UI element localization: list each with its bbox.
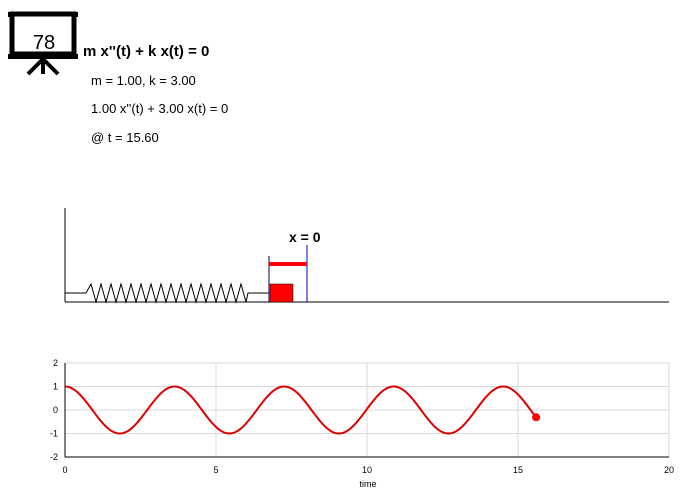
equilibrium-label: x = 0 (289, 229, 321, 245)
displacement-curve (64, 385, 537, 435)
y-tick-label: 0 (53, 405, 58, 415)
x-tick-label: 10 (362, 465, 372, 475)
badge: 78 (8, 10, 78, 76)
badge-number: 78 (32, 32, 56, 54)
y-tick-label: 2 (53, 358, 58, 368)
substituted-equation: 1.00 x''(t) + 3.00 x(t) = 0 (91, 101, 229, 116)
x-tick-label: 0 (62, 465, 67, 475)
current-point-marker (532, 413, 541, 422)
equation-title: m x''(t) + k x(t) = 0 (83, 43, 210, 60)
time-label: @ t = 15.60 (91, 130, 159, 145)
y-tick-label: 1 (53, 382, 58, 392)
presentation-board-icon (8, 11, 78, 76)
x-tick-label: 20 (664, 465, 674, 475)
x-tick-label: 15 (513, 465, 523, 475)
x-tick-label: 5 (213, 465, 218, 475)
y-tick-label: -2 (50, 452, 58, 462)
mass-block (269, 283, 294, 303)
params-line: m = 1.00, k = 3.00 (91, 73, 196, 88)
x-axis-label: time (359, 479, 376, 489)
spring-coil (65, 282, 269, 304)
y-tick-label: -1 (50, 429, 58, 439)
plot-frame (64, 362, 670, 458)
